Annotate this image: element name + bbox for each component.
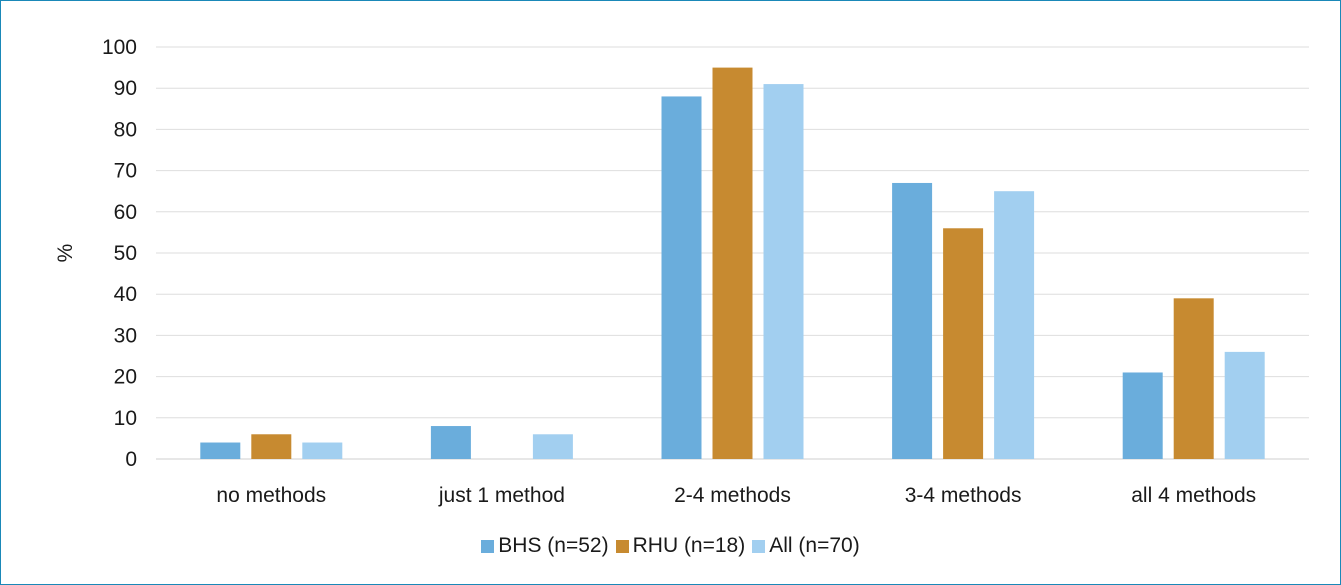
y-tick-label: 50 bbox=[114, 242, 137, 265]
y-tick-label: 60 bbox=[114, 201, 137, 224]
x-category-label: no methods bbox=[216, 484, 326, 507]
legend-item: BHS (n=52) bbox=[481, 534, 609, 558]
y-tick-label: 30 bbox=[114, 324, 137, 347]
x-category-label: 2-4 methods bbox=[674, 484, 791, 507]
bar bbox=[1173, 298, 1214, 459]
y-tick-label: 80 bbox=[114, 118, 137, 141]
legend-label: BHS (n=52) bbox=[498, 534, 609, 557]
legend-item: All (n=70) bbox=[752, 534, 860, 558]
y-tick-label: 20 bbox=[114, 366, 137, 389]
bar bbox=[892, 182, 933, 459]
bar bbox=[251, 434, 292, 459]
bar bbox=[712, 67, 753, 459]
legend-label: RHU (n=18) bbox=[632, 534, 746, 557]
legend-swatch bbox=[752, 539, 766, 553]
bars bbox=[200, 67, 1265, 459]
y-axis-label: % bbox=[54, 244, 77, 263]
x-category-label: all 4 methods bbox=[1131, 484, 1256, 507]
bar bbox=[661, 96, 702, 459]
y-tick-label: 40 bbox=[114, 283, 137, 306]
bar bbox=[763, 84, 804, 459]
legend-label: All (n=70) bbox=[769, 534, 860, 557]
bar bbox=[430, 426, 471, 459]
legend-swatch bbox=[481, 539, 495, 553]
x-category-label: just 1 method bbox=[438, 484, 565, 507]
bar bbox=[994, 191, 1035, 459]
bar bbox=[943, 228, 984, 459]
y-axis-ticks: 0 10 20 30 40 50 60 70 80 90 100 bbox=[102, 36, 137, 471]
bar bbox=[200, 442, 241, 459]
bar bbox=[1224, 351, 1265, 459]
legend: BHS (n=52) RHU (n=18) All (n=70) bbox=[0, 534, 1341, 558]
x-category-label: 3-4 methods bbox=[905, 484, 1022, 507]
legend-item: RHU (n=18) bbox=[615, 534, 746, 558]
y-tick-label: 90 bbox=[114, 77, 137, 100]
y-tick-label: 100 bbox=[102, 36, 137, 59]
bar bbox=[532, 434, 573, 459]
y-tick-label: 10 bbox=[114, 407, 137, 430]
y-tick-label: 70 bbox=[114, 160, 137, 183]
bar bbox=[302, 442, 343, 459]
y-tick-label: 0 bbox=[125, 448, 137, 471]
legend-swatch bbox=[615, 539, 629, 553]
bar bbox=[1122, 372, 1163, 459]
x-axis-categories: no methods just 1 method 2-4 methods 3-4 me… bbox=[216, 484, 1256, 507]
